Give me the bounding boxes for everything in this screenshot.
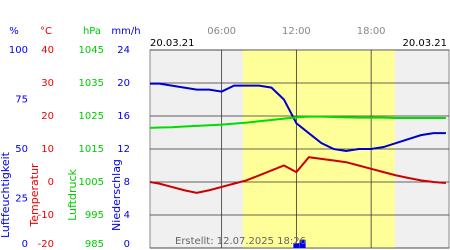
precipitation-bar xyxy=(293,243,300,248)
y-tick-label: 30 xyxy=(41,78,54,89)
y-tick-label: 1025 xyxy=(79,111,104,122)
precipitation-bar xyxy=(299,239,306,248)
y-tick-label: 1045 xyxy=(79,45,104,56)
y-tick-label: 20 xyxy=(117,78,130,89)
y-tick-label: 50 xyxy=(15,144,28,155)
y-tick-label: 0 xyxy=(124,239,130,250)
y-tick-label: 24 xyxy=(117,45,130,56)
y-tick-label: 20 xyxy=(41,111,54,122)
series-line xyxy=(149,156,446,194)
axis-title: Luftfeuchtigkeit xyxy=(0,151,12,238)
series-line xyxy=(149,115,446,129)
date-left: 20.03.21 xyxy=(150,38,195,49)
y-tick-label: -20 xyxy=(38,239,54,250)
x-tick-label: 12:00 xyxy=(282,26,311,37)
y-tick-label: 4 xyxy=(124,210,130,221)
y-tick-label: 0 xyxy=(48,177,54,188)
footer: Erstellt: 12.07.2025 18:26 xyxy=(175,236,306,247)
y-tick-label: 1035 xyxy=(79,78,104,89)
axis-unit: % xyxy=(9,26,19,37)
y-tick-label: 985 xyxy=(85,239,104,250)
axis-unit: °C xyxy=(40,26,52,37)
y-tick-label: 10 xyxy=(41,144,54,155)
axis-title: Niederschlag xyxy=(110,159,123,231)
y-tick-label: 40 xyxy=(41,45,54,56)
y-tick-label: 995 xyxy=(85,210,104,221)
axis-title: Luftdruck xyxy=(66,168,79,220)
date-right: 20.03.21 xyxy=(402,38,447,49)
series-line xyxy=(150,82,446,152)
axis-title: Temperatur xyxy=(28,163,41,228)
y-tick-label: 25 xyxy=(15,194,28,205)
y-tick-label: 12 xyxy=(117,144,130,155)
x-tick-label: 06:00 xyxy=(207,26,236,37)
y-tick-label: 75 xyxy=(15,95,28,106)
y-tick-label: 100 xyxy=(9,45,28,56)
x-tick-label: 18:00 xyxy=(357,26,386,37)
y-tick-label: 16 xyxy=(117,111,130,122)
y-tick-label: 1005 xyxy=(79,177,104,188)
axis-unit: hPa xyxy=(83,26,101,37)
y-tick-label: 0 xyxy=(22,239,28,250)
axis-unit: mm/h xyxy=(111,26,140,37)
y-tick-label: 8 xyxy=(124,177,130,188)
y-tick-label: 1015 xyxy=(79,144,104,155)
y-tick-label: -10 xyxy=(38,210,54,221)
